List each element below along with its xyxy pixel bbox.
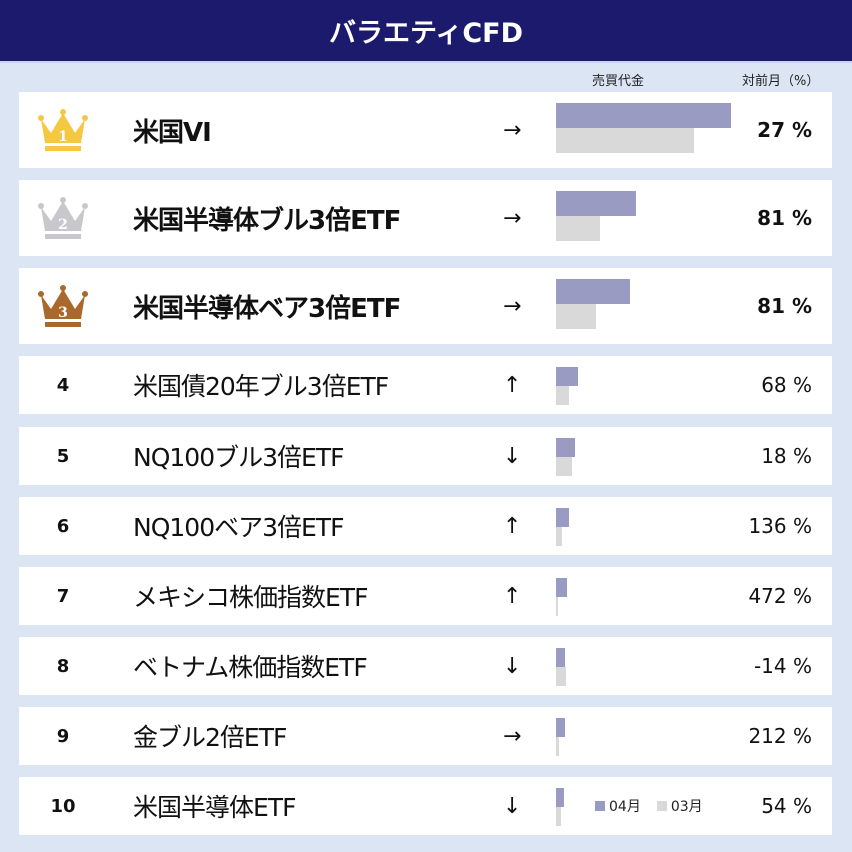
mom-percent: 81 % (757, 294, 812, 318)
trading-value-bars (556, 279, 630, 329)
legend-previous: 03月 (670, 799, 703, 815)
bar-previous-month (556, 807, 561, 826)
trading-value-bars (556, 103, 731, 153)
bar-previous-month (556, 597, 558, 616)
trading-value-bars (556, 788, 564, 826)
product-name: ベトナム株価指数ETF (133, 653, 368, 682)
page-title: バラエティCFD (0, 0, 852, 63)
bar-current-month (556, 648, 565, 667)
trend-arrow-icon: → (503, 205, 522, 231)
rank-number: 9 (56, 725, 70, 747)
bar-previous-month (556, 304, 596, 329)
mom-percent: 54 % (761, 794, 812, 818)
mom-percent: 136 % (748, 514, 812, 538)
bar-current-month (556, 788, 564, 807)
ranking-row: 6 NQ100ベア3倍ETF ↑ 136 % (19, 497, 832, 555)
bar-current-month (556, 367, 578, 386)
bar-current-month (556, 191, 636, 216)
ranking-row: 2 米国半導体ブル3倍ETF → 81 % (19, 180, 832, 256)
bar-current-month (556, 103, 731, 128)
bar-current-month (556, 438, 575, 457)
trend-arrow-icon: ↓ (503, 443, 522, 469)
bar-current-month (556, 508, 569, 527)
chart-legend: 04月 03月 (595, 777, 703, 835)
trading-value-bars (556, 367, 578, 405)
legend-current: 04月 (609, 799, 641, 815)
trading-value-bars (556, 508, 569, 546)
trend-arrow-icon: → (503, 293, 522, 319)
trading-value-bars (556, 578, 567, 616)
ranking-row: 4 米国債20年ブル3倍ETF ↑ 68 % (19, 356, 832, 414)
trading-value-bars (556, 191, 636, 241)
bar-current-month (556, 279, 630, 304)
trend-arrow-icon: ↓ (503, 793, 522, 819)
rank-number: 7 (56, 585, 70, 607)
svg-text:3: 3 (58, 305, 68, 321)
crown-icon: 2 (19, 180, 107, 256)
bar-previous-month (556, 527, 562, 546)
mom-percent: 27 % (757, 118, 812, 142)
product-name: 米国半導体ETF (133, 793, 296, 822)
product-name: 米国半導体ベア3倍ETF (133, 293, 401, 324)
trend-arrow-icon: ↑ (503, 513, 522, 539)
trading-value-bars (556, 648, 566, 686)
bar-current-month (556, 718, 565, 737)
mom-percent: -14 % (753, 654, 812, 678)
rank-number: 6 (56, 515, 70, 537)
bar-previous-month (556, 386, 569, 405)
product-name: NQ100ベア3倍ETF (133, 513, 344, 542)
legend-swatch-current (595, 801, 605, 811)
ranking-row: 1 米国VI → 27 % (19, 92, 832, 168)
ranking-row: 3 米国半導体ベア3倍ETF → 81 % (19, 268, 832, 344)
crown-icon: 1 (19, 92, 107, 168)
legend-swatch-previous (656, 801, 667, 811)
bar-previous-month (556, 457, 572, 476)
svg-text:2: 2 (58, 217, 68, 233)
ranking-row: 9 金ブル2倍ETF → 212 % (19, 707, 832, 765)
trading-value-bars (556, 438, 575, 476)
ranking-row: 8 ベトナム株価指数ETF ↓ -14 % (19, 637, 832, 695)
mom-percent: 212 % (748, 724, 812, 748)
column-header-mom: 対前月（%） (742, 74, 820, 89)
bar-previous-month (556, 216, 600, 241)
trading-value-bars (556, 718, 565, 756)
rank-number: 10 (50, 795, 76, 817)
crown-icon: 3 (19, 268, 107, 344)
bar-previous-month (556, 737, 559, 756)
trend-arrow-icon: ↑ (503, 372, 522, 398)
trend-arrow-icon: ↓ (503, 653, 522, 679)
svg-text:1: 1 (58, 129, 68, 145)
ranking-row: 7 メキシコ株価指数ETF ↑ 472 % (19, 567, 832, 625)
bar-current-month (556, 578, 567, 597)
product-name: 金ブル2倍ETF (133, 723, 287, 752)
trend-arrow-icon: → (503, 117, 522, 143)
mom-percent: 18 % (761, 444, 812, 468)
product-name: NQ100ブル3倍ETF (133, 443, 344, 472)
product-name: 米国半導体ブル3倍ETF (133, 205, 401, 236)
mom-percent: 81 % (757, 206, 812, 230)
ranking-row: 5 NQ100ブル3倍ETF ↓ 18 % (19, 427, 832, 485)
bar-previous-month (556, 667, 566, 686)
ranking-row: 10 米国半導体ETF ↓ 54 % 04月 03月 (19, 777, 832, 835)
mom-percent: 68 % (761, 373, 812, 397)
mom-percent: 472 % (748, 584, 812, 608)
product-name: 米国VI (133, 117, 212, 148)
product-name: メキシコ株価指数ETF (133, 583, 368, 612)
column-header-trading-value: 売買代金 (592, 74, 645, 89)
rank-number: 4 (56, 374, 70, 396)
trend-arrow-icon: ↑ (503, 583, 522, 609)
trend-arrow-icon: → (503, 723, 522, 749)
rank-number: 8 (56, 655, 70, 677)
product-name: 米国債20年ブル3倍ETF (133, 372, 389, 401)
rank-number: 5 (56, 445, 70, 467)
bar-previous-month (556, 128, 694, 153)
